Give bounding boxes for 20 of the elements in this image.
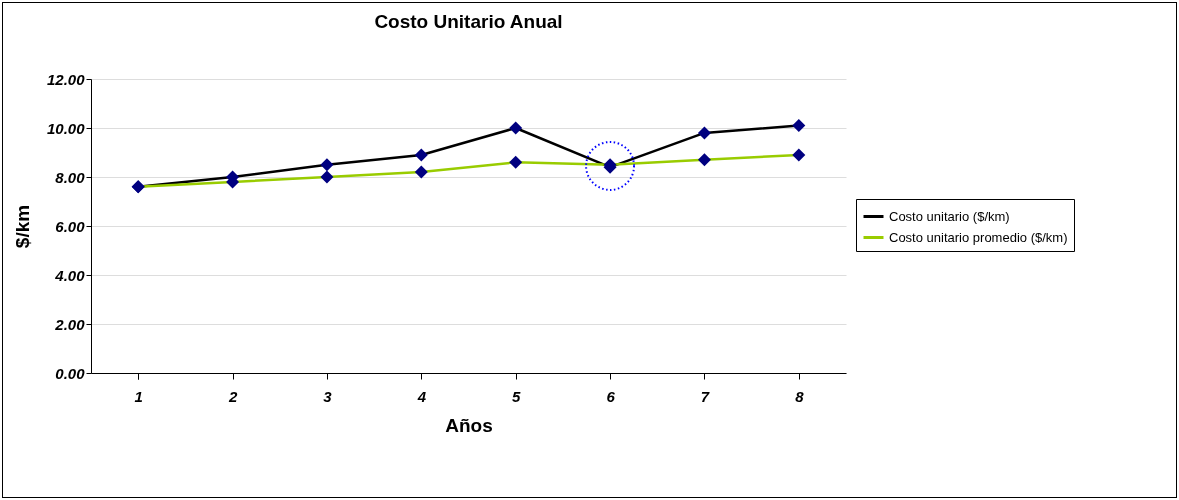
chart-title: Costo Unitario Anual: [374, 11, 563, 32]
x-tick-label: 2: [227, 387, 238, 405]
legend-label: Costo unitario promedio ($/km): [889, 229, 1068, 245]
x-tick-label: 6: [606, 387, 616, 405]
x-tick-label: 3: [323, 387, 333, 405]
legend-label: Costo unitario ($/km): [889, 208, 1010, 224]
y-tick-label: 6.00: [55, 217, 86, 235]
y-tick-label: 12.00: [46, 70, 86, 88]
x-tick-label: 1: [134, 387, 143, 405]
x-tick-label: 7: [700, 387, 710, 405]
y-tick-label: 8.00: [55, 168, 86, 186]
y-tick-label: 10.00: [46, 119, 86, 137]
y-tick-label: 0.00: [55, 364, 86, 382]
y-axis-title: $/km: [11, 204, 33, 249]
x-tick-label: 4: [416, 387, 427, 405]
y-tick-label: 4.00: [54, 266, 86, 284]
y-tick-label: 2.00: [54, 315, 86, 333]
x-axis-title: Años: [445, 414, 493, 436]
x-tick-label: 5: [512, 387, 522, 405]
x-tick-label: 8: [795, 387, 805, 405]
